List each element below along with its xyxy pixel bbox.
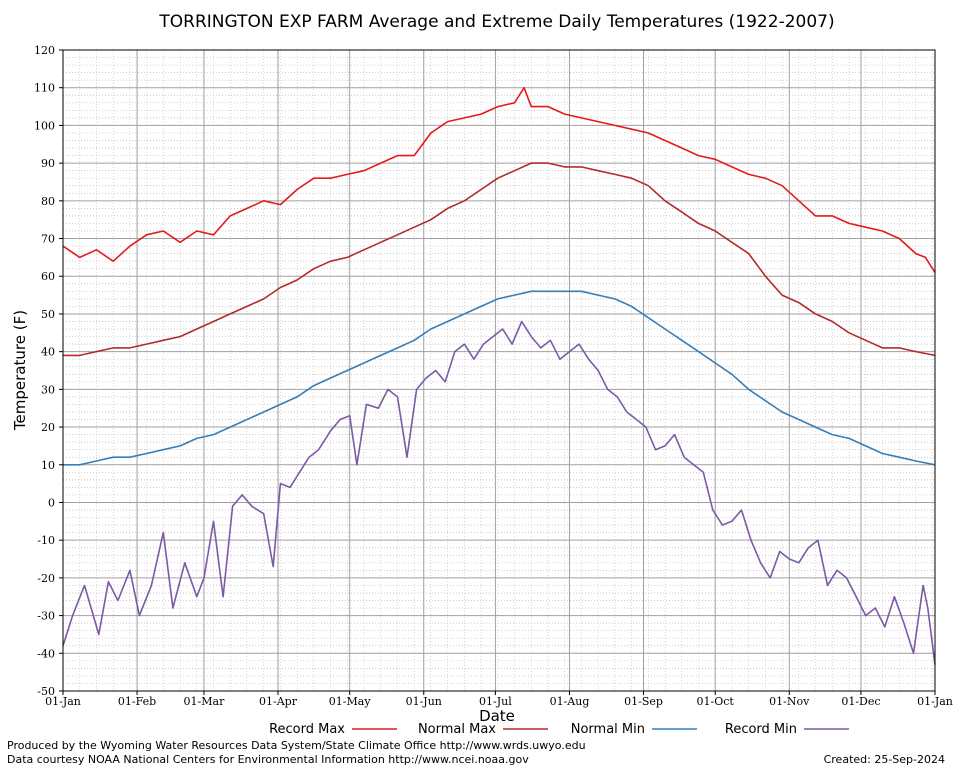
y-tick-label: 100 [34, 119, 55, 132]
y-tick-label: -30 [37, 610, 55, 623]
y-axis-ticks: -50 -40 -30 -20 -10 0 10 20 30 40 50 60 70 80 90 100 110… [34, 44, 63, 698]
series-line-record-min [62, 320, 936, 665]
legend-label: Record Max [269, 722, 345, 737]
y-tick-label: 40 [41, 346, 55, 359]
legend-label: Normal Min [571, 722, 645, 737]
x-axis-label: Date [479, 707, 515, 725]
y-tick-label: 30 [41, 383, 55, 396]
legend-label: Record Min [725, 722, 797, 737]
x-tick-label: 01-Jan [917, 695, 953, 708]
footer-created-date: Created: 25-Sep-2024 [824, 753, 945, 766]
series-line-record-max [62, 86, 936, 273]
y-tick-label: 70 [41, 233, 55, 246]
series-layer [62, 86, 936, 665]
y-axis-label: Temperature (F) [11, 310, 29, 431]
y-tick-label: 90 [41, 157, 55, 170]
x-tick-label: 01-Aug [550, 695, 590, 708]
legend-label: Normal Max [418, 722, 496, 737]
x-tick-label: 01-May [329, 695, 372, 708]
y-tick-label: 120 [34, 44, 55, 57]
plot-frame [62, 49, 936, 692]
footer-produced-by: Produced by the Wyoming Water Resources … [7, 739, 586, 752]
y-tick-label: -40 [37, 647, 55, 660]
x-tick-label: 01-Dec [841, 695, 880, 708]
y-tick-label: -20 [37, 572, 55, 585]
legend: Record Max Normal Max Normal Min Record Min [269, 722, 849, 737]
footer-data-courtesy: Data courtesy NOAA National Centers for … [7, 753, 529, 766]
y-tick-label: 80 [41, 195, 55, 208]
x-tick-label: 01-Nov [769, 695, 810, 708]
y-tick-label: 0 [48, 496, 55, 509]
x-tick-label: 01-Sep [624, 695, 663, 708]
chart-title: TORRINGTON EXP FARM Average and Extreme … [158, 12, 834, 32]
x-tick-label: 01-Oct [697, 695, 735, 708]
y-tick-label: 60 [41, 270, 55, 283]
x-tick-label: 01-Apr [259, 695, 298, 708]
series-line-normal-min [63, 290, 936, 466]
x-tick-label: 01-Feb [118, 695, 156, 708]
x-tick-label: 01-Jun [406, 695, 442, 708]
x-tick-label: 01-Jul [479, 695, 512, 708]
y-tick-label: -50 [37, 685, 55, 698]
y-tick-label: 50 [41, 308, 55, 321]
series-line-normal-max [63, 162, 936, 357]
y-tick-label: 110 [34, 82, 55, 95]
x-axis-ticks: 01-Jan 01-Feb 01-Mar 01-Apr 01-May 01-Jun 01-J… [45, 691, 953, 708]
y-tick-label: 20 [41, 421, 55, 434]
x-tick-label: 01-Jan [45, 695, 81, 708]
x-tick-label: 01-Mar [184, 695, 226, 708]
y-tick-label: -10 [37, 534, 55, 547]
y-tick-label: 10 [41, 459, 55, 472]
